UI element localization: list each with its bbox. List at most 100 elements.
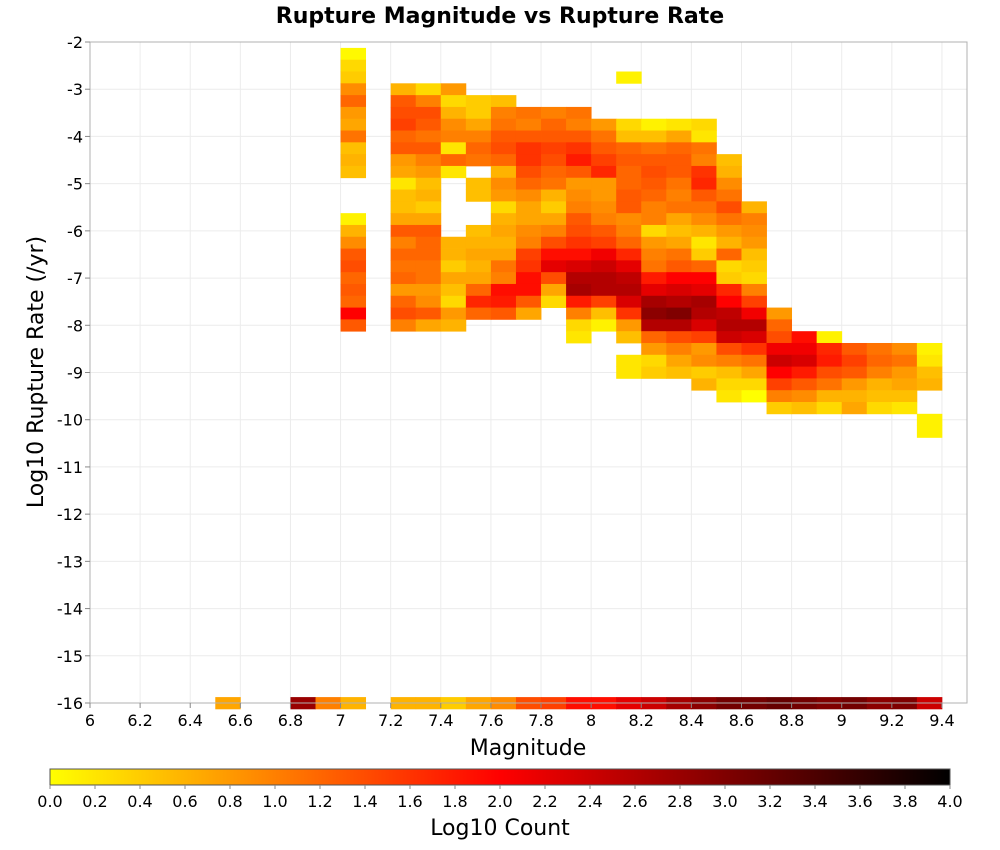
heatmap-cell	[340, 47, 367, 61]
heatmap-cell	[691, 295, 717, 308]
heatmap-cell	[616, 295, 642, 308]
heatmap-cell	[440, 307, 467, 320]
heatmap-cell	[541, 165, 567, 179]
heatmap-cell	[716, 378, 742, 391]
heatmap-cell	[415, 118, 442, 131]
heatmap-cell	[841, 402, 868, 415]
heatmap-cell	[465, 118, 492, 131]
heatmap-cell	[716, 248, 742, 261]
heatmap-cell	[691, 331, 717, 344]
heatmap-cell	[891, 378, 918, 391]
heatmap-cell	[891, 390, 918, 403]
heatmap-cell	[691, 248, 717, 261]
colorbar-tick-label: 1.8	[442, 792, 467, 811]
heatmap-cell	[490, 260, 517, 273]
heatmap-cell	[741, 201, 767, 214]
heatmap-cell	[440, 272, 467, 285]
heatmap-cell	[741, 224, 767, 238]
heatmap-cell	[390, 307, 417, 320]
heatmap-cell	[691, 342, 717, 356]
heatmap-cell	[816, 354, 843, 367]
heatmap-cell	[415, 319, 442, 332]
x-tick-label: 8	[586, 711, 596, 730]
heatmap-cell	[390, 189, 417, 202]
heatmap-cell	[666, 130, 692, 143]
heatmap-cell	[916, 342, 943, 356]
heatmap-cell	[791, 402, 818, 415]
heatmap-cell	[666, 201, 692, 214]
heatmap-cell	[766, 354, 792, 367]
colorbar-tick-label: 1.0	[262, 792, 287, 811]
heatmap-cell	[591, 130, 617, 143]
heatmap-cell	[766, 331, 792, 344]
heatmap-cell	[741, 366, 767, 379]
heatmap-cell	[816, 390, 843, 403]
heatmap-cell	[390, 283, 417, 297]
heatmap-cell	[340, 236, 367, 249]
heatmap-cell	[741, 260, 767, 273]
heatmap-cell	[591, 213, 617, 226]
heatmap-cell	[691, 224, 717, 238]
heatmap-cell	[691, 283, 717, 297]
heatmap-cell	[916, 366, 943, 379]
heatmap-cell	[440, 165, 467, 179]
heatmap-cell	[340, 118, 367, 131]
colorbar-tick-label: 0.2	[82, 792, 107, 811]
heatmap-cell	[866, 354, 893, 367]
y-tick-label: -5	[67, 175, 83, 194]
heatmap-cell	[515, 130, 542, 143]
y-axis-ticks: -2 -3 -4 -5 -6 -7 -8 -9 -10 -11 -12 -13 -14 -15 -16	[57, 33, 90, 713]
heatmap-cell	[866, 366, 893, 379]
heatmap-cell	[440, 106, 467, 120]
heatmap-cell	[340, 283, 367, 297]
heatmap-cell	[816, 366, 843, 379]
heatmap-cell	[515, 248, 542, 261]
heatmap-cell	[591, 118, 617, 131]
heatmap-cell	[716, 354, 742, 367]
heatmap-cell	[716, 283, 742, 297]
heatmap-cell	[666, 248, 692, 261]
y-tick-label: -3	[67, 80, 83, 99]
y-tick-label: -16	[57, 694, 83, 713]
heatmap-cell	[641, 342, 667, 356]
heatmap-cell	[566, 283, 592, 297]
heatmap-cell	[766, 402, 792, 415]
heatmap-cell	[490, 272, 517, 285]
heatmap-cell	[916, 413, 943, 427]
heatmap-cell	[666, 154, 692, 167]
heatmap-cell	[641, 331, 667, 344]
x-tick-label: 8.4	[679, 711, 704, 730]
heatmap-cell	[666, 283, 692, 297]
x-tick-label: 8.6	[729, 711, 754, 730]
heatmap-cell	[741, 331, 767, 344]
heatmap-cell	[415, 142, 442, 155]
heatmap-cell	[490, 177, 517, 190]
heatmap-cell	[515, 260, 542, 273]
heatmap-cell	[741, 248, 767, 261]
heatmap-cell	[716, 366, 742, 379]
heatmap-cell	[616, 213, 642, 226]
heatmap-cell	[716, 154, 742, 167]
heatmap-cell	[841, 390, 868, 403]
heatmap-cell	[616, 165, 642, 179]
heatmap-cell	[465, 224, 492, 238]
heatmap-cell	[340, 154, 367, 167]
heatmap-cell	[465, 130, 492, 143]
y-tick-label: -2	[67, 33, 83, 52]
colorbar-tick-label: 1.2	[307, 792, 332, 811]
colorbar-tick-label: 3.4	[802, 792, 827, 811]
heatmap-cell	[766, 378, 792, 391]
heatmap-cell	[515, 272, 542, 285]
heatmap-cell	[666, 260, 692, 273]
heatmap-cell	[465, 142, 492, 155]
heatmap-cell	[691, 366, 717, 379]
colorbar-tick-label: 4.0	[937, 792, 962, 811]
heatmap-cell	[340, 83, 367, 96]
heatmap-cell	[440, 95, 467, 108]
heatmap-cell	[616, 201, 642, 214]
heatmap-cell	[791, 390, 818, 403]
y-tick-label: -10	[57, 411, 83, 430]
heatmap-cell	[641, 189, 667, 202]
heatmap-cell	[340, 130, 367, 143]
heatmap-cell	[791, 342, 818, 356]
